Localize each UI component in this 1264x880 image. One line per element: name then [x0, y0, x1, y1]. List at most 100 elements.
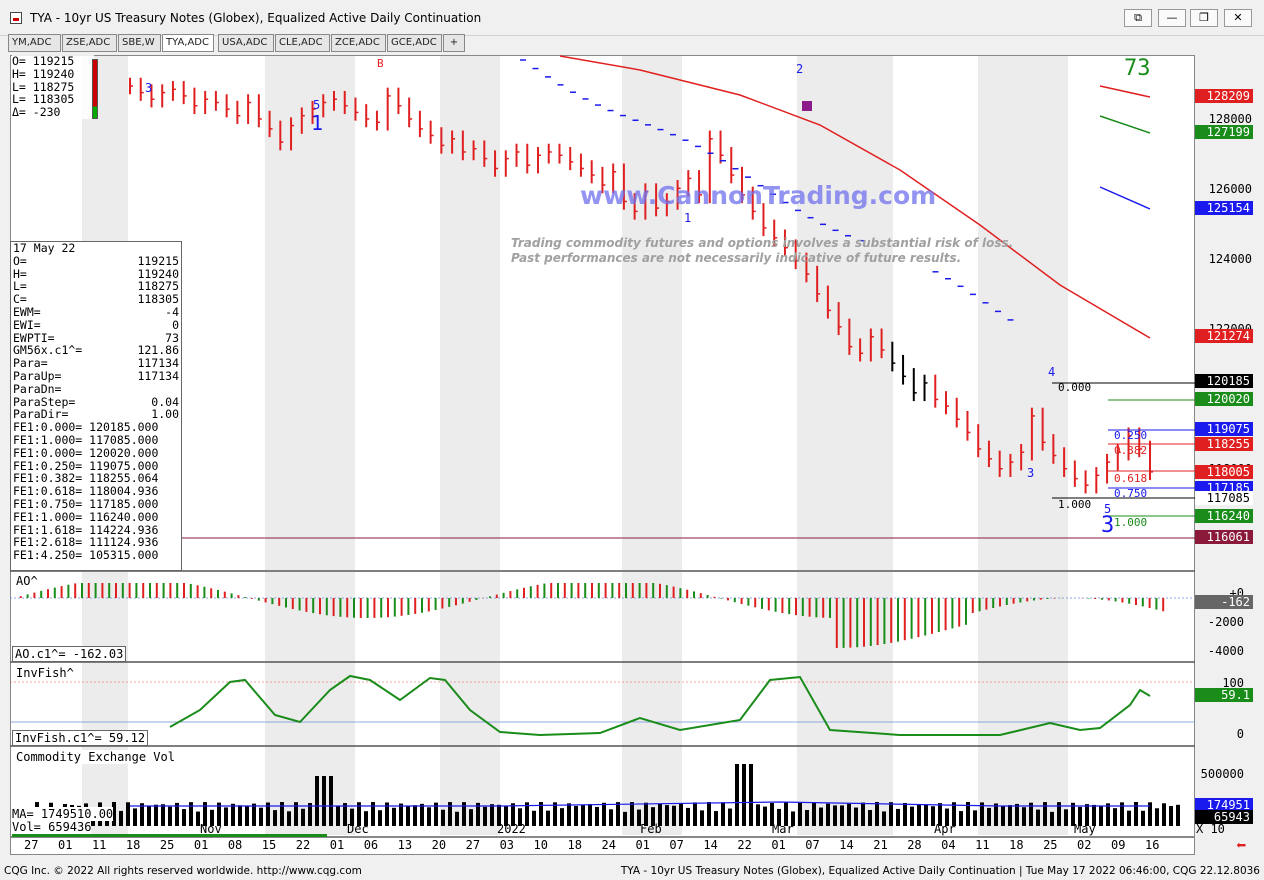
volume-bar	[637, 809, 641, 826]
volume-bar	[259, 807, 263, 826]
volume-bar	[917, 804, 921, 826]
data-box-row: ParaDir= 1.00	[11, 408, 181, 421]
month-label: 2022	[497, 822, 526, 836]
title-bar: TYA - 10yr US Treasury Notes (Globex), E…	[0, 0, 1264, 36]
date-tick: 10	[533, 838, 548, 852]
wave-label: 1	[311, 111, 324, 135]
volume-bar	[686, 807, 690, 826]
month-band	[265, 56, 355, 570]
close-button[interactable]: ✕	[1224, 9, 1252, 27]
tab-zse[interactable]: ZSE,ADC	[62, 34, 117, 52]
volume-bar	[1050, 811, 1054, 826]
volume-bar	[567, 803, 571, 826]
volume-bar	[1127, 810, 1131, 826]
date-axis	[10, 837, 1195, 855]
status-right: TYA - 10yr US Treasury Notes (Globex), E…	[620, 865, 1260, 877]
wave-label: 4	[1048, 365, 1056, 379]
month-band	[797, 56, 893, 570]
restore-button[interactable]: ❐	[1190, 9, 1218, 27]
volume-bar	[588, 804, 592, 826]
volume-vol-label: Vol= 659436	[12, 820, 92, 834]
volume-bar	[287, 811, 291, 826]
progress-strip	[12, 834, 327, 837]
volume-bar	[840, 805, 844, 826]
wave-label: B	[377, 57, 384, 70]
tab-usa[interactable]: USA,ADC	[218, 34, 274, 52]
volume-bar	[609, 809, 613, 826]
week-bands	[10, 56, 1195, 835]
volume-bar	[357, 802, 361, 826]
volume-bar	[511, 803, 515, 826]
date-tick: 25	[159, 838, 175, 852]
signal-marker	[802, 101, 812, 111]
wave-label: 5	[313, 98, 321, 112]
date-tick: 18	[125, 838, 141, 852]
projection-line	[1099, 115, 1151, 134]
tab-sbe[interactable]: SBE,W	[118, 34, 161, 52]
link-window-button[interactable]: ⧉	[1124, 9, 1152, 27]
minimize-button[interactable]: —	[1158, 9, 1186, 27]
volume-bar	[553, 802, 557, 826]
volume-bar	[385, 802, 389, 826]
volume-bar	[868, 809, 872, 826]
data-box-row: ParaUp= 117134	[11, 370, 181, 383]
date-tick: 14	[703, 838, 718, 852]
volume-bar	[434, 802, 438, 826]
tab-gce[interactable]: GCE,ADC	[387, 34, 442, 52]
volume-bar	[539, 802, 543, 826]
volume-bar	[273, 810, 277, 826]
tab-ym[interactable]: YM,ADC	[8, 34, 61, 52]
volume-bar	[420, 803, 424, 826]
date-tick: 06	[363, 838, 379, 852]
fib-extension-row: FE1:0.250= 119075.000	[13, 458, 159, 473]
volume-bar	[763, 806, 767, 826]
date-tick: 28	[907, 838, 922, 852]
disclaimer-line-2: Past performances are not necessarily in…	[511, 251, 962, 265]
date-tick: 22	[295, 838, 311, 852]
volume-bar	[182, 809, 186, 826]
data-box-key: ParaDn=	[13, 381, 62, 396]
volume-bar	[973, 810, 977, 826]
date-tick: 07	[669, 838, 684, 852]
volume-bar	[861, 802, 865, 826]
volume-bar	[777, 808, 781, 826]
volume-bar	[322, 776, 326, 826]
tab-zce[interactable]: ZCE,ADC	[331, 34, 386, 52]
volume-bar	[336, 806, 340, 826]
tab-cle[interactable]: CLE,ADC	[275, 34, 330, 52]
fib-label: 0.250	[1114, 429, 1148, 442]
ohlc-open: O= 119215	[12, 54, 75, 68]
wave-label: 3	[1101, 513, 1115, 538]
volume-bar	[1120, 802, 1124, 826]
volume-bar	[224, 807, 228, 826]
data-box-value: 119215	[137, 253, 179, 268]
volume-bar	[448, 802, 452, 826]
scroll-left-arrow-icon[interactable]: ⬅	[1236, 836, 1247, 856]
moving-average-line	[559, 55, 1151, 339]
volume-bar	[1064, 809, 1068, 826]
volume-bar	[1113, 808, 1117, 826]
volume-bar	[882, 811, 886, 826]
volume-bar	[728, 808, 732, 826]
volume-bar	[112, 802, 116, 826]
price-axis-label: 124000	[1208, 252, 1252, 266]
date-tick: 01	[57, 838, 73, 852]
data-box-key: EWPTI=	[13, 330, 55, 345]
date-tick: 22	[737, 838, 752, 852]
volume-bar	[476, 802, 480, 826]
fib-extension-row: FE1:0.000= 120185.000	[13, 420, 159, 435]
invfish-panel-label: InvFish^	[14, 666, 76, 680]
ewpti-value: 73	[1124, 56, 1151, 81]
volume-bar	[392, 807, 396, 826]
volume-bar	[994, 803, 998, 826]
volume-bar	[952, 802, 956, 826]
volume-bar	[833, 805, 837, 826]
volume-bar	[329, 776, 333, 826]
volume-bar	[406, 805, 410, 826]
tab-tya[interactable]: TYA,ADC	[162, 34, 214, 52]
volume-ma-line	[130, 801, 1150, 807]
volume-bar	[623, 811, 627, 826]
add-tab-button[interactable]: +	[443, 34, 465, 52]
volume-bar	[560, 808, 564, 826]
date-tick: 13	[397, 838, 413, 852]
